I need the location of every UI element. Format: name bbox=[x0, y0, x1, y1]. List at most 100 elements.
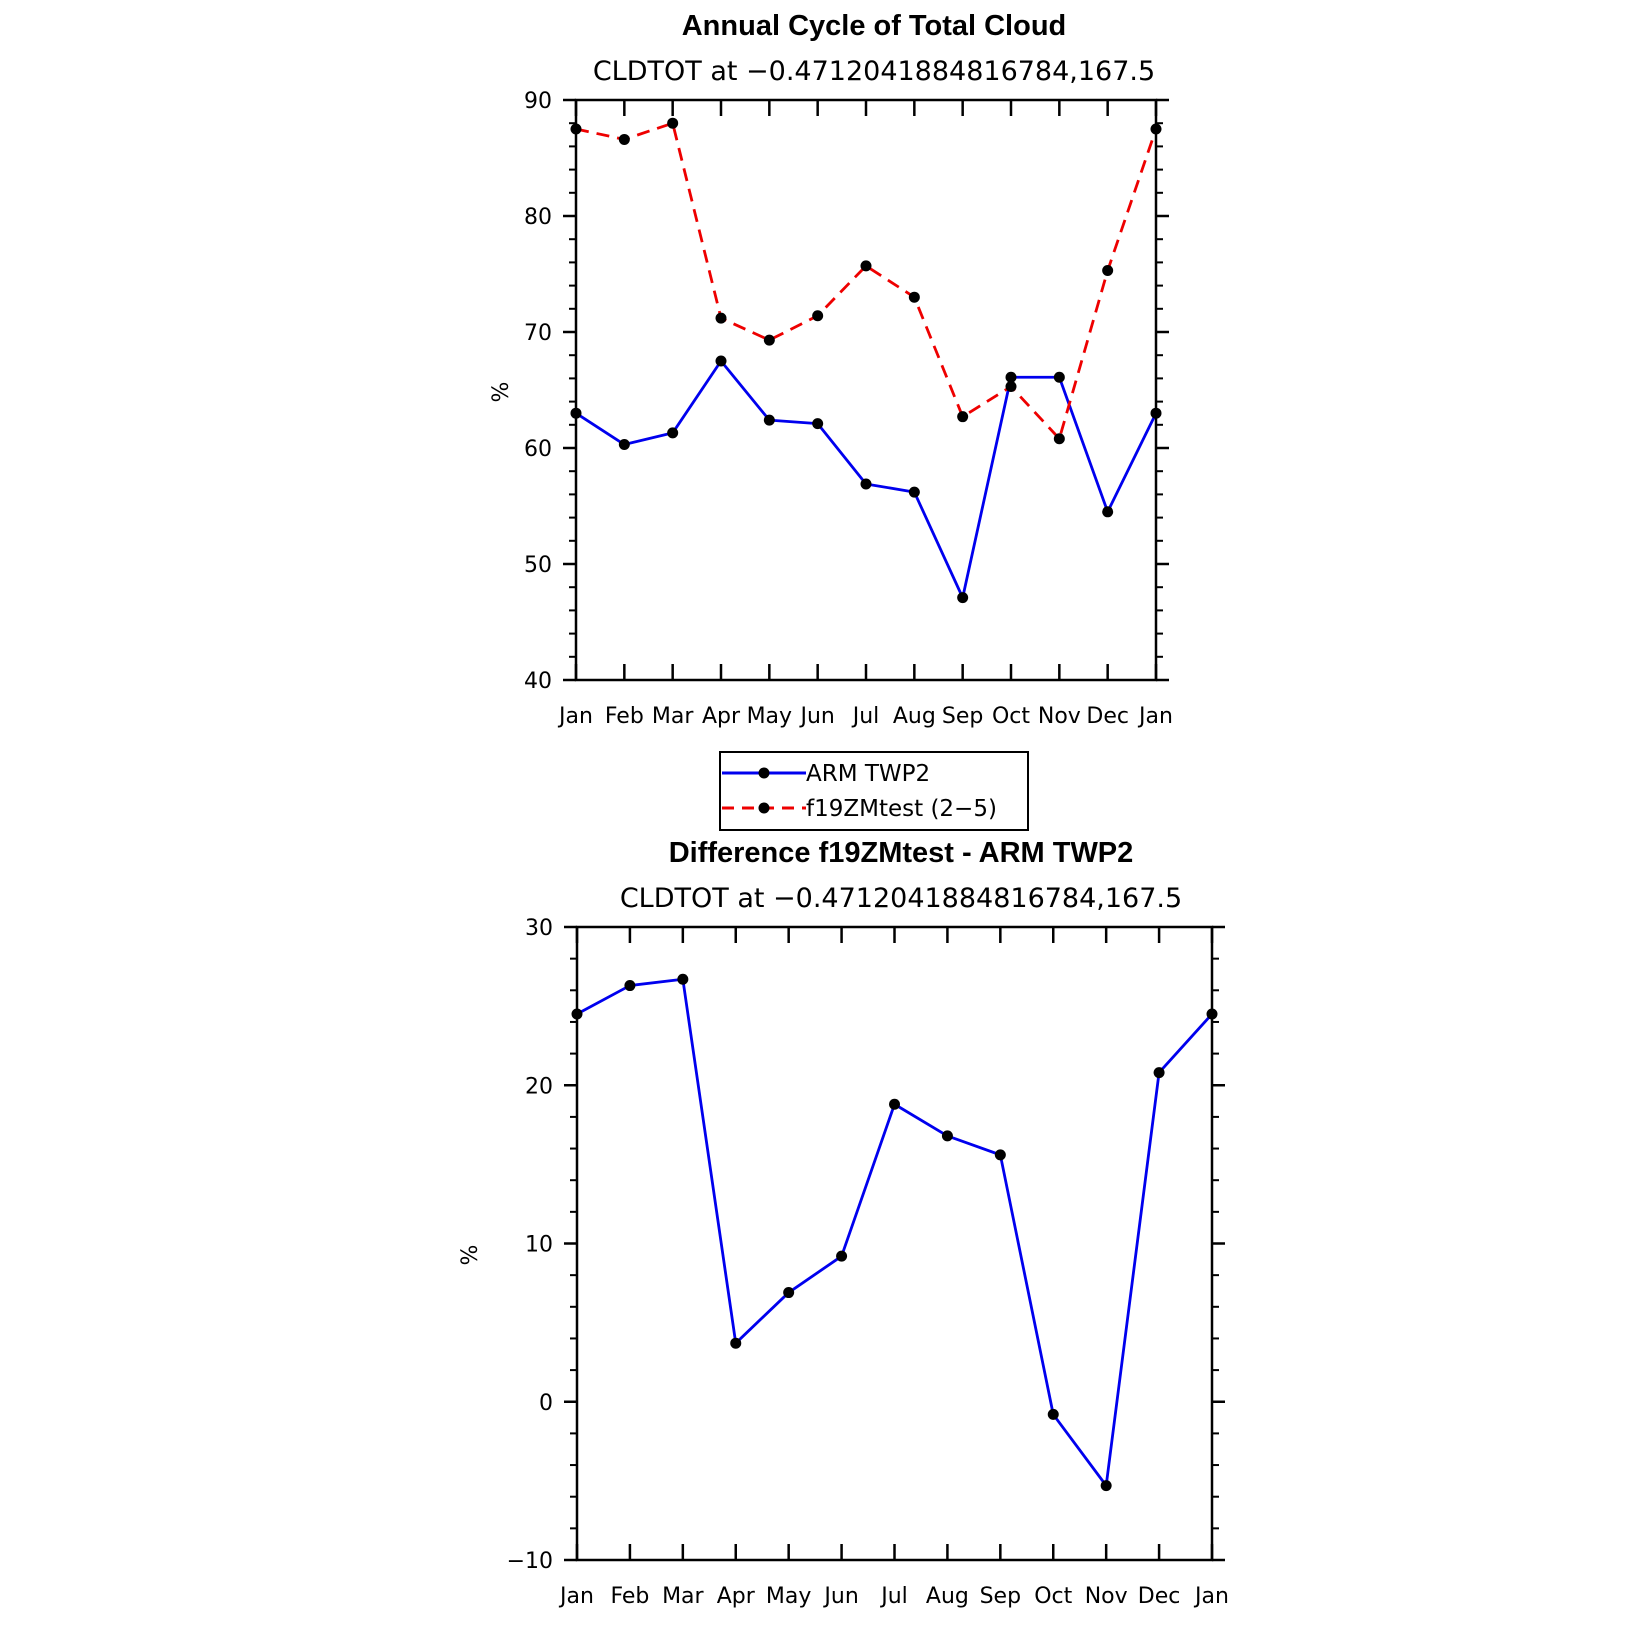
chart2-plot-frame bbox=[575, 925, 1214, 1562]
chart2-tick-labels: Jan Feb Mar Apr May Jun Jul Aug Sep Oct Nov Dec Jan−… bbox=[507, 916, 1229, 1609]
chart1-series-1-point bbox=[860, 260, 872, 272]
chart1-series-0-point bbox=[908, 486, 920, 498]
chart1-series-1-point bbox=[1150, 123, 1162, 135]
chart1-series-1-point bbox=[570, 123, 582, 135]
chart1-series-1-point bbox=[1102, 265, 1114, 277]
chart1-series-1-point bbox=[715, 312, 727, 324]
chart2-xtick-label: Aug bbox=[926, 1584, 969, 1609]
chart1-series-0-point bbox=[667, 427, 679, 439]
chart2-series-0-point bbox=[994, 1149, 1006, 1161]
chart2-series-0-point bbox=[624, 980, 636, 992]
chart2-xtick-label: Nov bbox=[1085, 1584, 1128, 1609]
chart2-series-0-point bbox=[1153, 1067, 1165, 1079]
chart2-series-0-point bbox=[941, 1130, 953, 1142]
chart1-series-1-point bbox=[957, 411, 969, 423]
chart1-series-line-1 bbox=[575, 121, 1158, 441]
chart2-series-0-point bbox=[677, 973, 689, 985]
chart2-title: Difference f19ZMtest - ARM TWP2 bbox=[669, 837, 1134, 869]
chart1-xtick-label: Oct bbox=[992, 704, 1030, 729]
chart1-ytick-label: 50 bbox=[524, 553, 552, 578]
chart1-xtick-label: Jul bbox=[851, 704, 880, 729]
chart2-subtitle: CLDTOT at −0.4712041884816784,167.5 bbox=[620, 883, 1182, 914]
chart1-series-0-point bbox=[715, 355, 727, 367]
chart1-title: Annual Cycle of Total Cloud bbox=[682, 10, 1067, 42]
chart2-ytick-label: 0 bbox=[539, 1391, 553, 1416]
chart2-series-0-point bbox=[783, 1287, 795, 1299]
chart1-series-0-point bbox=[957, 592, 969, 604]
difference-chart: Difference f19ZMtest - ARM TWP2 CLDTOT a… bbox=[458, 837, 1229, 1609]
chart2-series-0-point bbox=[730, 1337, 742, 1349]
chart1-xtick-label: Nov bbox=[1038, 704, 1081, 729]
chart2-ytick-label: 10 bbox=[525, 1233, 553, 1258]
chart1-xtick-label: Dec bbox=[1086, 704, 1129, 729]
chart2-ytick-label: 20 bbox=[525, 1074, 553, 1099]
legend-box bbox=[719, 751, 1029, 831]
chart2-xtick-label: Mar bbox=[662, 1584, 704, 1609]
chart2-xtick-label: Jan bbox=[1193, 1584, 1229, 1609]
annual-cycle-chart: Annual Cycle of Total Cloud CLDTOT at −0… bbox=[489, 10, 1173, 729]
chart1-plot-frame bbox=[574, 98, 1158, 682]
chart1-series-1-point bbox=[1053, 433, 1065, 445]
legend: ARM TWP2 f19ZMtest (2−5) bbox=[719, 751, 1029, 831]
chart1-series-1-point bbox=[618, 133, 630, 145]
chart1-xtick-label: Sep bbox=[942, 704, 983, 729]
chart2-series-0-point bbox=[889, 1098, 900, 1110]
chart1-ticks bbox=[563, 98, 1169, 682]
chart1-ylabel: % bbox=[489, 382, 514, 403]
legend-label-arm: ARM TWP2 bbox=[806, 761, 930, 787]
legend-marker-f19 bbox=[758, 802, 770, 814]
chart1-xtick-label: Aug bbox=[893, 704, 936, 729]
chart1-series-0-point bbox=[570, 407, 582, 419]
chart2-xtick-label: Sep bbox=[980, 1584, 1021, 1609]
chart2-series-0-point bbox=[1100, 1480, 1112, 1492]
chart1-series-0-point bbox=[1053, 371, 1065, 383]
chart2-xtick-label: Jan bbox=[558, 1584, 594, 1609]
chart1-series bbox=[570, 117, 1162, 604]
chart1-xtick-label: Apr bbox=[702, 704, 741, 729]
chart1-subtitle: CLDTOT at −0.4712041884816784,167.5 bbox=[593, 56, 1155, 87]
chart2-series-0-point bbox=[571, 1008, 583, 1020]
chart1-series-1-point bbox=[667, 117, 679, 129]
chart1-xtick-label: Jan bbox=[557, 704, 593, 729]
chart1-ytick-label: 40 bbox=[524, 669, 552, 694]
chart1-xtick-label: Jun bbox=[798, 704, 834, 729]
chart1-series-0-point bbox=[860, 478, 872, 490]
chart1-series-1-point bbox=[812, 310, 824, 322]
chart1-xtick-label: May bbox=[747, 704, 792, 729]
chart1-series-1-point bbox=[763, 334, 775, 346]
chart1-xtick-label: Jan bbox=[1137, 704, 1173, 729]
chart1-ytick-label: 60 bbox=[524, 437, 552, 462]
chart2-ylabel: % bbox=[458, 1245, 483, 1266]
chart2-xtick-label: Apr bbox=[717, 1584, 756, 1609]
chart2-series-0-point bbox=[1047, 1408, 1059, 1420]
chart1-xtick-label: Feb bbox=[605, 704, 644, 729]
chart1-ytick-label: 70 bbox=[524, 321, 552, 346]
chart1-series-0-point bbox=[1150, 407, 1162, 419]
chart2-xtick-label: Jul bbox=[879, 1584, 908, 1609]
chart1-series-0-point bbox=[812, 418, 824, 430]
chart2-xtick-label: Oct bbox=[1034, 1584, 1072, 1609]
chart1-series-0-point bbox=[1102, 506, 1114, 518]
chart1-series-0-point bbox=[763, 414, 775, 426]
chart2-xtick-label: Jun bbox=[822, 1584, 858, 1609]
chart2-series bbox=[571, 973, 1218, 1492]
legend-marker-arm bbox=[758, 767, 770, 779]
chart1-series-0-point bbox=[618, 439, 630, 451]
chart2-ytick-label: −10 bbox=[507, 1549, 553, 1574]
chart2-ytick-label: 30 bbox=[525, 916, 553, 941]
chart1-xtick-label: Mar bbox=[652, 704, 694, 729]
chart1-series-0-point bbox=[1005, 371, 1017, 383]
chart1-axes bbox=[574, 98, 1158, 682]
chart1-series-1-point bbox=[1005, 381, 1017, 393]
chart2-series-0-point bbox=[1206, 1008, 1218, 1020]
chart2-series-line-0 bbox=[576, 977, 1214, 1488]
chart1-tick-labels: Jan Feb Mar Apr May Jun Jul Aug Sep Oct Nov Dec Jan4… bbox=[524, 89, 1173, 729]
chart2-series-0-point bbox=[836, 1250, 848, 1262]
chart2-xtick-label: Dec bbox=[1138, 1584, 1181, 1609]
chart1-ytick-label: 80 bbox=[524, 205, 552, 230]
chart2-xtick-label: Feb bbox=[610, 1584, 649, 1609]
chart2-axes bbox=[575, 925, 1214, 1562]
chart1-series-1-point bbox=[908, 291, 920, 303]
legend-label-f19: f19ZMtest (2−5) bbox=[806, 796, 997, 822]
